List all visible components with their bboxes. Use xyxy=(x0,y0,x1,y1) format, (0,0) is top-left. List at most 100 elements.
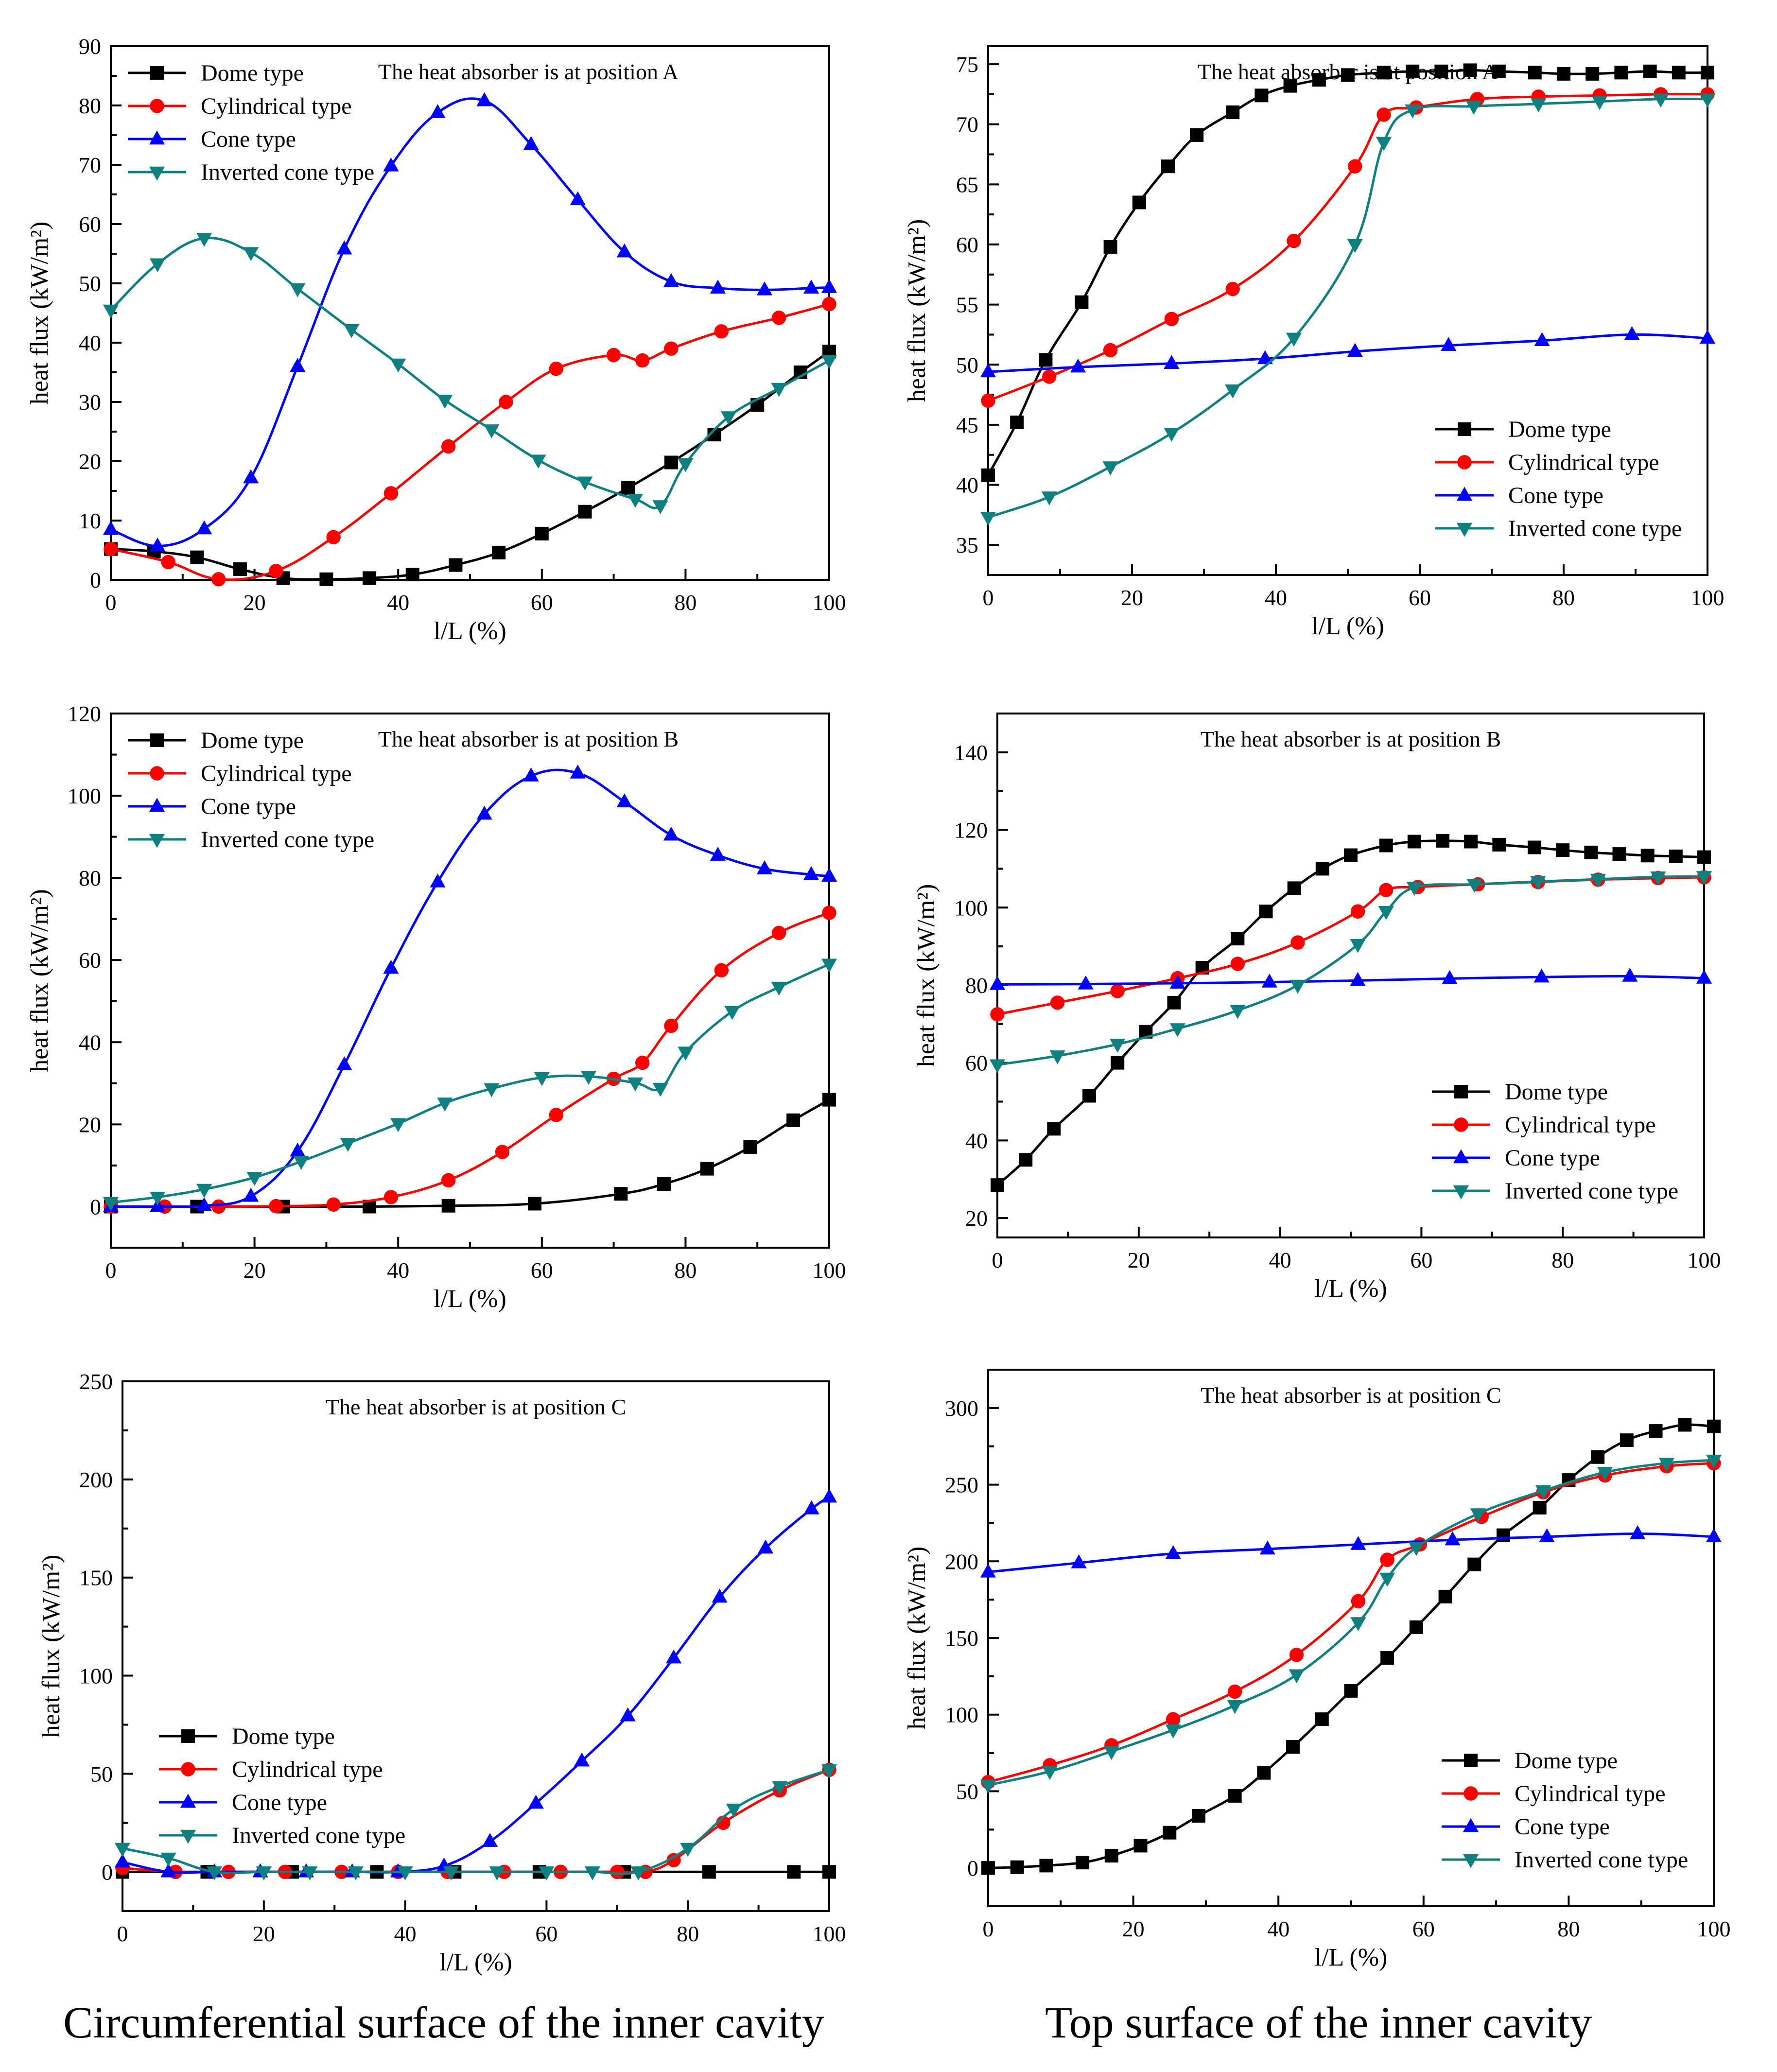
data-point-inverted xyxy=(980,512,996,526)
data-point-dome xyxy=(1620,1433,1634,1447)
data-point-inverted xyxy=(724,1006,740,1020)
legend-label-cylindrical: Cylindrical type xyxy=(201,93,352,119)
data-point-dome xyxy=(1010,1860,1024,1874)
series-line-inverted xyxy=(988,1459,1714,1787)
x-tick-label: 40 xyxy=(394,1921,417,1946)
x-tick-label: 80 xyxy=(674,590,697,615)
series-cylindrical xyxy=(990,870,1711,1022)
y-tick-label: 55 xyxy=(956,293,978,317)
y-tick-label: 0 xyxy=(102,1860,113,1884)
data-point-dome xyxy=(822,1093,836,1107)
x-axis-label: l/L (%) xyxy=(439,1949,512,1976)
y-tick-label: 120 xyxy=(68,701,101,726)
data-point-cone xyxy=(1539,1528,1555,1543)
data-point-inverted xyxy=(1227,1700,1243,1714)
series-line-cylindrical xyxy=(988,93,1708,402)
data-point-cylindrical xyxy=(1287,233,1301,248)
data-point-cone xyxy=(1706,1528,1722,1543)
data-point-cone xyxy=(710,847,726,861)
data-point-inverted xyxy=(344,324,360,338)
data-point-dome xyxy=(991,1178,1004,1192)
data-point-cone xyxy=(1078,975,1094,990)
data-point-dome xyxy=(1406,64,1420,78)
data-point-dome xyxy=(786,1113,801,1127)
y-tick-label: 75 xyxy=(956,52,978,77)
data-point-cylindrical xyxy=(161,555,175,570)
data-point-dome xyxy=(1701,66,1714,80)
y-axis-label: heat flux (kW/m²) xyxy=(26,889,53,1072)
series-line-cylindrical xyxy=(997,876,1705,1016)
legend-marker-cylindrical xyxy=(150,766,164,781)
data-point-cone xyxy=(666,1649,682,1664)
x-axis-label: l/L (%) xyxy=(434,1285,506,1313)
data-point-inverted xyxy=(243,247,259,261)
data-point-inverted xyxy=(980,1779,996,1794)
legend-label-inverted: Inverted cone type xyxy=(201,827,374,853)
x-tick-label: 60 xyxy=(1409,585,1431,610)
y-tick-label: 30 xyxy=(79,390,101,415)
y-tick-label: 10 xyxy=(79,508,101,533)
y-tick-label: 50 xyxy=(90,1761,113,1786)
legend-marker-cylindrical xyxy=(150,99,164,113)
x-tick-label: 0 xyxy=(117,1921,128,1946)
data-point-cylindrical xyxy=(104,541,118,557)
y-tick-label: 50 xyxy=(956,352,978,377)
data-point-dome xyxy=(1163,1826,1177,1840)
series-line-inverted xyxy=(110,237,830,509)
data-point-dome xyxy=(1409,1620,1423,1634)
chart-top-C: 0 20 40 60 80 100 0 50 100 150 200 250 300 l/L (%) hea… xyxy=(903,1369,1731,1971)
data-point-dome xyxy=(1039,1859,1053,1873)
y-tick-label: 50 xyxy=(956,1779,978,1804)
x-tick-label: 80 xyxy=(1551,1248,1574,1272)
data-point-dome xyxy=(1649,1424,1663,1438)
x-tick-label: 0 xyxy=(983,1916,994,1941)
data-point-dome xyxy=(1380,1651,1394,1665)
data-point-cylindrical xyxy=(549,361,564,376)
x-tick-label: 100 xyxy=(1688,1248,1721,1272)
y-tick-label: 70 xyxy=(79,153,101,177)
data-point-cylindrical xyxy=(326,530,341,544)
data-point-cylindrical xyxy=(1225,281,1240,296)
data-point-inverted xyxy=(348,1866,364,1880)
data-point-cylindrical xyxy=(981,393,995,408)
y-tick-label: 100 xyxy=(68,784,101,808)
data-point-cylindrical xyxy=(771,925,786,940)
data-point-cone xyxy=(1445,1531,1461,1546)
y-tick-label: 60 xyxy=(956,232,978,257)
chart-title: The heat absorber is at position A xyxy=(378,59,679,84)
y-tick-label: 40 xyxy=(956,473,978,498)
x-axis-label: l/L (%) xyxy=(1314,1275,1387,1303)
caption-top-surface: Top surface of the inner cavity xyxy=(1045,1998,1592,2047)
data-point-cone xyxy=(980,363,996,378)
data-point-cone xyxy=(243,469,259,484)
x-tick-label: 20 xyxy=(1121,585,1143,610)
y-tick-label: 300 xyxy=(945,1396,978,1421)
data-point-cylindrical xyxy=(714,963,729,978)
data-point-cylindrical xyxy=(1103,343,1118,358)
data-point-inverted xyxy=(246,1172,262,1186)
x-tick-label: 0 xyxy=(992,1248,1003,1272)
data-point-cone xyxy=(103,521,119,535)
data-point-inverted xyxy=(1041,491,1057,505)
data-point-cylindrical xyxy=(1166,1712,1181,1726)
legend-label-inverted: Inverted cone type xyxy=(232,1823,405,1848)
data-point-dome xyxy=(1287,881,1301,895)
y-tick-label: 60 xyxy=(965,1051,988,1076)
data-point-dome xyxy=(1533,1500,1547,1515)
y-axis-label: heat flux (kW/m²) xyxy=(26,222,53,405)
data-point-dome xyxy=(1104,1848,1118,1863)
y-tick-label: 20 xyxy=(965,1206,988,1231)
data-point-dome xyxy=(1463,63,1477,77)
legend-label-dome: Dome type xyxy=(1515,1748,1618,1774)
data-point-inverted xyxy=(1289,979,1306,994)
data-point-inverted xyxy=(390,1118,406,1132)
data-point-cylindrical xyxy=(1050,995,1065,1010)
data-point-dome xyxy=(1585,67,1600,81)
chart-title: The heat absorber is at position B xyxy=(1201,727,1501,751)
x-tick-label: 60 xyxy=(535,1921,557,1946)
data-point-cylindrical xyxy=(610,1864,625,1879)
series-line-dome xyxy=(111,1098,830,1208)
legend-marker-cylindrical xyxy=(1454,1117,1468,1132)
x-tick-label: 80 xyxy=(674,1258,697,1283)
